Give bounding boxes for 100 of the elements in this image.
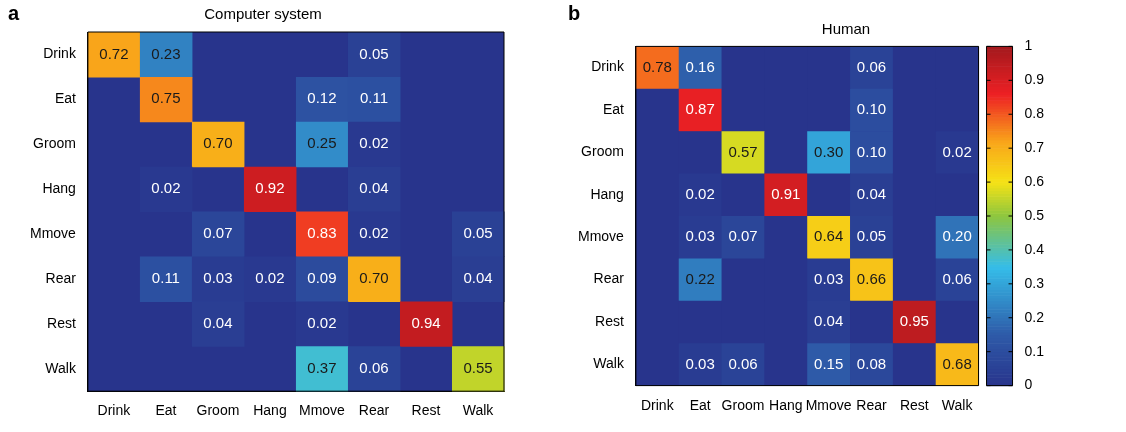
data-label: 0.02 [359, 224, 389, 242]
data-label: 0.11 [151, 269, 180, 287]
data-label: 0.06 [728, 354, 758, 372]
y-tick-label: Hang [42, 180, 76, 197]
data-label: 0.22 [685, 269, 715, 287]
data-label: 0.12 [307, 89, 337, 107]
data-label: 0.78 [642, 57, 672, 75]
color-bar-label: 0.8 [1024, 105, 1045, 122]
x-tick-label: Rest [899, 396, 929, 413]
data-label: 0.83 [307, 224, 337, 242]
x-tick-label: Rest [411, 402, 441, 419]
text: a [8, 1, 20, 24]
x-tick-label: Rear [856, 396, 887, 413]
x-tick-label: Rear [358, 402, 390, 419]
y-tick-label: Rear [45, 269, 77, 286]
data-label: 0.68 [942, 354, 972, 372]
y-tick-label: Mmove [577, 228, 625, 245]
color-bar-label: 0.6 [1024, 172, 1045, 189]
data-label: 0.06 [856, 57, 887, 75]
y-tick-label: Walk [593, 355, 625, 372]
data-label: 0.16 [685, 57, 715, 75]
data-label: 0.04 [856, 184, 887, 202]
x-tick-label: Hang [253, 402, 287, 419]
data-label: 0.91 [771, 184, 801, 202]
data-label: 0.70 [203, 134, 233, 152]
y-tick-label: Drink [43, 45, 77, 62]
y-tick-label: Eat [54, 90, 76, 107]
data-label: 0.05 [463, 224, 493, 242]
y-tick-label: Walk [45, 359, 77, 376]
data-label: 0.70 [359, 269, 389, 287]
data-label: 0.64 [814, 227, 844, 245]
data-label: 0.55 [463, 358, 493, 376]
color-bar-label: 1 [1024, 37, 1033, 54]
data-label: 0.04 [203, 313, 233, 331]
data-label: 0.05 [856, 227, 887, 245]
x-tick-label: Mmove [805, 396, 852, 413]
data-label: 0.02 [255, 269, 285, 287]
data-label: 0.37 [307, 358, 337, 376]
x-tick-label: Drink [640, 396, 675, 413]
data-label: 0.02 [359, 134, 389, 152]
data-label: 0.04 [814, 312, 844, 330]
data-label: 0.66 [856, 269, 887, 287]
x-tick-label: Mmove [299, 402, 346, 419]
data-label: 0.11 [359, 89, 389, 107]
data-label: 0.94 [411, 313, 441, 331]
x-tick-label: Groom [196, 402, 240, 419]
color-bar-label: 0.7 [1024, 139, 1045, 156]
color-bar-label: 0.9 [1024, 71, 1045, 88]
data-label: 0.30 [814, 142, 844, 160]
data-label: 0.15 [814, 354, 844, 372]
data-label: 0.10 [856, 100, 887, 118]
data-label: 0.05 [359, 44, 389, 62]
y-tick-label: Drink [591, 58, 625, 75]
data-label: 0.06 [359, 358, 389, 376]
x-tick-label: Eat [155, 402, 177, 419]
data-label: 0.07 [728, 227, 758, 245]
data-label: 0.02 [307, 313, 337, 331]
data-label: 0.03 [814, 269, 844, 287]
x-tick-label: Drink [97, 402, 132, 419]
data-label: 0.02 [151, 179, 181, 197]
y-tick-label: Mmove [29, 224, 77, 241]
data-label: 0.92 [255, 179, 285, 197]
color-bar-label: 0.5 [1024, 206, 1045, 223]
x-tick-label: Hang [769, 396, 803, 413]
data-label: 0.08 [856, 354, 887, 372]
y-tick-label: Groom [33, 135, 76, 152]
y-tick-label: Rear [593, 270, 625, 287]
color-bar-label: 0.3 [1024, 274, 1045, 291]
x-tick-label: Walk [941, 396, 974, 413]
data-label: 0.09 [307, 269, 337, 287]
data-label: 0.57 [728, 142, 758, 160]
data-label: 0.03 [203, 269, 233, 287]
x-tick-label: Eat [689, 396, 711, 413]
data-label: 0.04 [359, 179, 389, 197]
data-label: 0.02 [942, 142, 972, 160]
y-tick-label: Rest [47, 314, 76, 331]
data-label: 0.02 [685, 184, 715, 202]
data-label: 0.95 [899, 312, 929, 330]
color-bar-label: 0.2 [1024, 308, 1045, 325]
data-label: 0.75 [151, 89, 181, 107]
y-tick-label: Rest [595, 312, 624, 329]
data-label: 0.87 [685, 100, 715, 118]
chart-title: Computer system [204, 5, 322, 23]
color-bar-label: 0.4 [1024, 240, 1045, 257]
color-bar-label: 0 [1024, 376, 1033, 393]
data-label: 0.04 [463, 269, 493, 287]
text: b [568, 1, 581, 24]
data-label: 0.06 [942, 269, 972, 287]
x-tick-label: Groom [721, 396, 765, 413]
chart-title: Human [821, 19, 871, 37]
data-label: 0.25 [307, 134, 337, 152]
data-label: 0.72 [99, 44, 129, 62]
y-tick-label: Eat [602, 100, 624, 117]
data-label: 0.03 [685, 354, 715, 372]
data-label: 0.07 [203, 224, 233, 242]
data-label: 0.03 [685, 227, 715, 245]
y-tick-label: Groom [581, 143, 624, 160]
data-label: 0.20 [942, 227, 972, 245]
y-tick-label: Hang [590, 185, 624, 202]
data-label: 0.23 [151, 44, 181, 62]
